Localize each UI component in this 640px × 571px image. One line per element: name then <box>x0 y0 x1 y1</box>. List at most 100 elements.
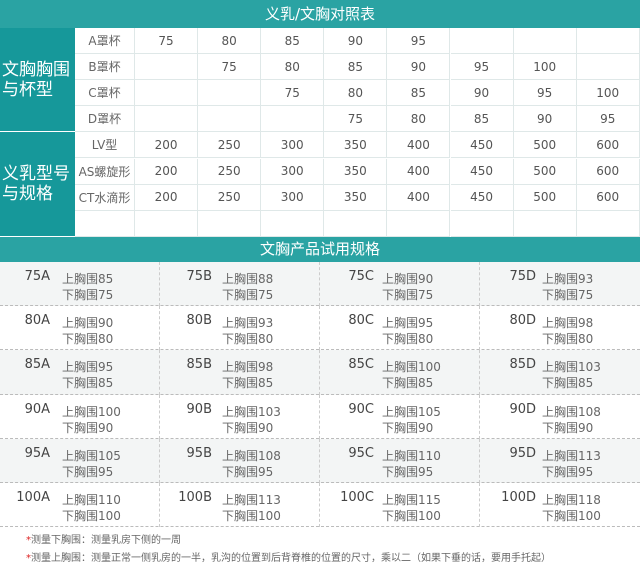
lower-girth: 下胸围85 <box>542 376 594 391</box>
upper-girth: 上胸围103 <box>542 360 601 375</box>
row-label: C罩杯 <box>75 80 135 107</box>
value-cell: 85 <box>450 106 514 133</box>
size-label: 100D <box>501 490 536 505</box>
trial-title: 文胸产品试用规格 <box>0 237 640 262</box>
row-label: B罩杯 <box>75 54 135 81</box>
size-cell <box>160 394 320 439</box>
value-cell: 250 <box>198 184 262 211</box>
value-cell <box>576 54 640 81</box>
size-cell <box>160 306 320 351</box>
upper-girth: 上胸围113 <box>542 448 601 463</box>
lower-girth: 下胸围100 <box>542 509 601 523</box>
row-label <box>75 210 135 237</box>
size-label: 95B <box>186 445 212 461</box>
size-row <box>0 350 640 395</box>
upper-girth: 上胸围108 <box>222 448 281 463</box>
size-label: 95A <box>24 445 50 461</box>
upper-girth: 上胸围95 <box>382 316 434 331</box>
value-cell: 100 <box>513 54 577 81</box>
value-cell: 80 <box>324 80 388 107</box>
lower-girth: 下胸围85 <box>382 376 434 391</box>
size-cell <box>0 394 160 439</box>
value-cell: 90 <box>387 54 451 81</box>
value-cell <box>261 210 325 237</box>
size-cell <box>0 262 160 307</box>
size-label: 100A <box>16 490 50 505</box>
value-cell: 450 <box>450 184 514 211</box>
size-cell <box>320 306 480 351</box>
value-cell: 450 <box>450 158 514 185</box>
row-label: LV型 <box>75 132 135 159</box>
value-cell: 90 <box>450 80 514 107</box>
size-cell <box>320 438 480 483</box>
upper-girth: 上胸围100 <box>62 404 121 419</box>
value-cell <box>513 210 577 237</box>
size-label: 90D <box>509 401 536 417</box>
lower-girth: 下胸围90 <box>222 420 274 435</box>
lower-girth: 下胸围95 <box>222 464 274 479</box>
value-cell: 200 <box>135 132 199 159</box>
value-cell <box>387 210 451 237</box>
value-cell: 600 <box>576 132 640 159</box>
value-cell: 400 <box>387 132 451 159</box>
lower-girth: 下胸围75 <box>382 288 434 302</box>
value-cell <box>135 210 199 237</box>
size-label: 75B <box>186 269 212 284</box>
value-cell <box>198 80 262 107</box>
size-label: 80C <box>348 313 374 329</box>
value-cell: 250 <box>198 132 262 159</box>
size-cell <box>160 350 320 395</box>
value-cell: 100 <box>576 80 640 107</box>
size-cell <box>0 350 160 395</box>
size-cell <box>320 350 480 395</box>
upper-girth: 上胸围93 <box>222 316 274 331</box>
value-cell: 75 <box>198 54 262 81</box>
note-text: 测量上胸围：测量正常一侧乳房的一半，乳沟的位置到后背脊椎的位置的尺寸，乘以二（如… <box>31 553 551 564</box>
value-cell <box>513 28 577 55</box>
upper-girth: 上胸围98 <box>222 360 274 375</box>
lower-girth: 下胸围90 <box>382 420 434 435</box>
row-label: AS螺旋形 <box>75 158 135 185</box>
lower-girth: 下胸围90 <box>542 420 594 435</box>
size-label: 75A <box>24 269 50 284</box>
value-cell: 75 <box>261 80 325 107</box>
upper-girth: 上胸围115 <box>382 493 441 507</box>
value-cell: 500 <box>513 158 577 185</box>
upper-girth: 上胸围98 <box>542 316 594 331</box>
size-label: 95D <box>509 445 536 461</box>
lower-girth: 下胸围80 <box>382 332 434 347</box>
value-cell: 85 <box>324 54 388 81</box>
lower-girth: 下胸围75 <box>222 288 274 302</box>
size-row <box>0 438 640 483</box>
note-mark: * <box>26 535 31 546</box>
value-cell: 600 <box>576 158 640 185</box>
group-label: 文胸胸围与杯型 <box>0 28 75 133</box>
size-label: 100B <box>178 490 212 505</box>
value-cell: 500 <box>513 184 577 211</box>
value-cell <box>576 210 640 237</box>
value-cell <box>450 28 514 55</box>
header-title: 义乳/文胸对照表 <box>0 0 640 28</box>
size-cell <box>320 394 480 439</box>
value-cell: 95 <box>576 106 640 133</box>
value-cell: 95 <box>387 28 451 55</box>
value-cell: 95 <box>513 80 577 107</box>
value-cell <box>261 106 325 133</box>
lower-girth: 下胸围90 <box>62 420 114 435</box>
upper-girth: 上胸围90 <box>382 272 434 286</box>
value-cell: 350 <box>324 132 388 159</box>
lower-girth: 下胸围100 <box>382 509 441 523</box>
value-cell <box>135 54 199 81</box>
size-row <box>0 483 640 528</box>
size-cell <box>0 483 160 528</box>
size-label: 75D <box>509 269 536 284</box>
size-cell <box>320 262 480 307</box>
value-cell: 600 <box>576 184 640 211</box>
note: *测量上胸围：测量正常一侧乳房的一半，乳沟的位置到后背脊椎的位置的尺寸，乘以二（… <box>26 549 551 564</box>
value-cell: 90 <box>324 28 388 55</box>
size-label: 95C <box>348 445 374 461</box>
size-row <box>0 262 640 307</box>
row-label: CT水滴形 <box>75 184 135 211</box>
row-label: A罩杯 <box>75 28 135 55</box>
